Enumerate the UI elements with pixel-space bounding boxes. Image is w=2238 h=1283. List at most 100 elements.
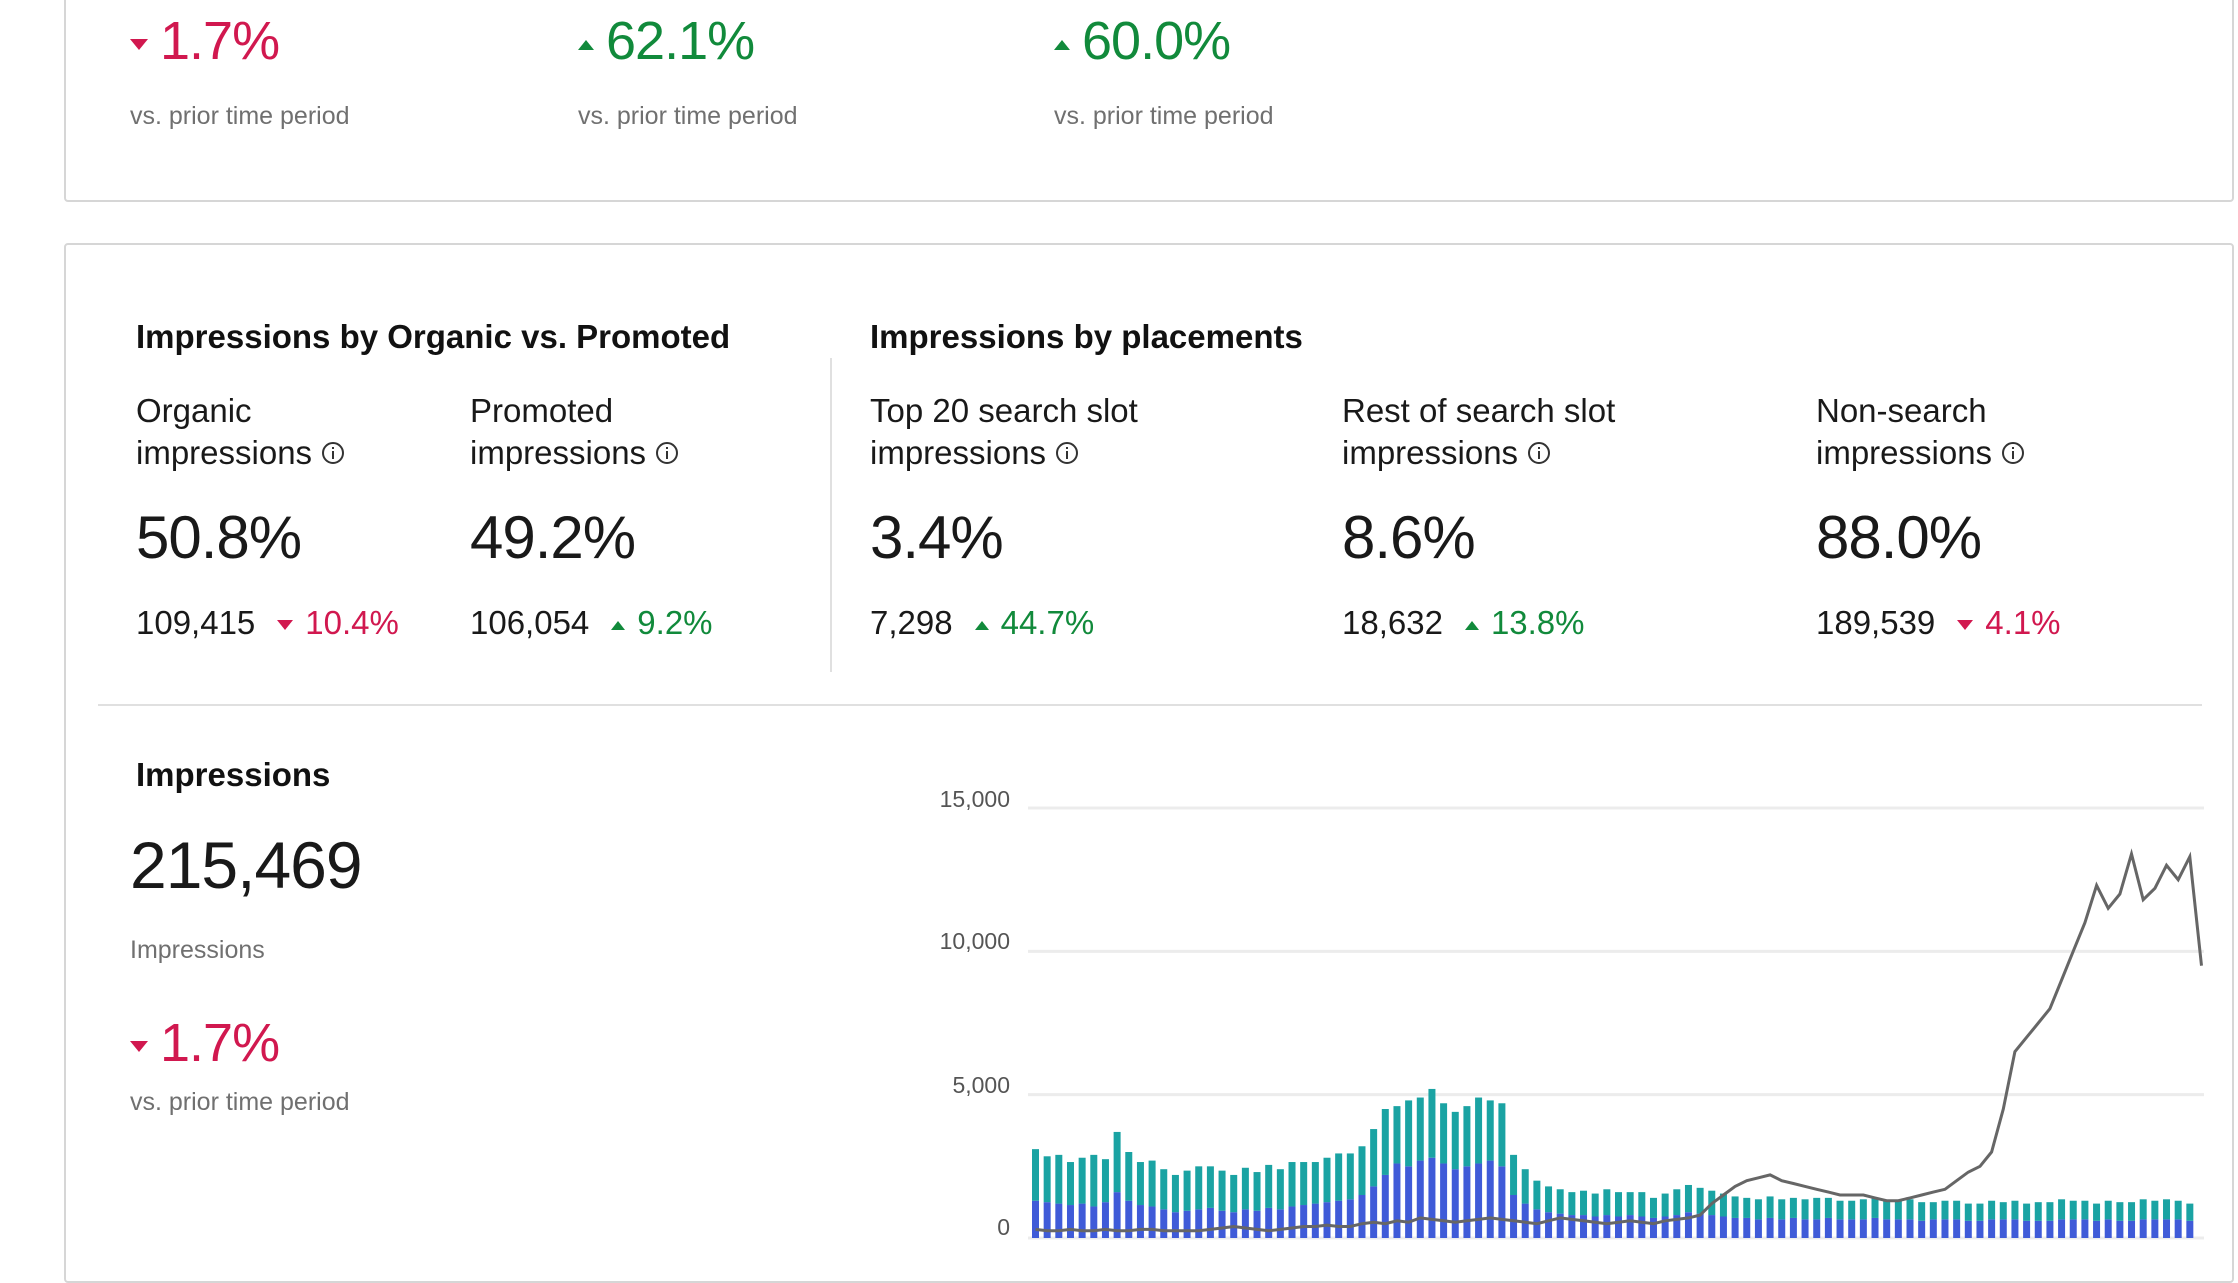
bar-organic bbox=[1801, 1219, 1809, 1238]
bar-organic bbox=[1754, 1219, 1762, 1238]
bar-promoted bbox=[2139, 1199, 2147, 1220]
impressions-caption: Impressions bbox=[130, 936, 265, 964]
bar-promoted bbox=[1976, 1203, 1984, 1221]
bar-organic bbox=[1568, 1215, 1576, 1238]
bar-promoted bbox=[1789, 1197, 1797, 1218]
bar-organic bbox=[2163, 1219, 2171, 1238]
bar-promoted bbox=[1405, 1100, 1413, 1167]
metric-label: Rest of search slot impressions bbox=[1342, 392, 1616, 471]
bar-promoted bbox=[1066, 1162, 1074, 1206]
bar-promoted bbox=[1813, 1197, 1821, 1220]
bar-promoted bbox=[1673, 1189, 1681, 1216]
bar-organic bbox=[1649, 1217, 1657, 1238]
bar-organic bbox=[1393, 1163, 1401, 1238]
bar-promoted bbox=[1195, 1166, 1203, 1210]
bar-organic bbox=[1475, 1163, 1483, 1238]
trend-up-icon bbox=[1054, 39, 1070, 50]
chart-grid bbox=[1028, 806, 2204, 1240]
bar-organic bbox=[1813, 1219, 1821, 1238]
bar-promoted bbox=[1276, 1169, 1284, 1210]
metric-count: 7,298 bbox=[870, 604, 953, 641]
info-icon[interactable] bbox=[1056, 442, 1079, 465]
bar-promoted bbox=[1568, 1192, 1576, 1216]
bar-promoted bbox=[1055, 1154, 1063, 1204]
info-icon[interactable] bbox=[2002, 442, 2025, 465]
bar-promoted bbox=[1871, 1197, 1879, 1218]
trend-down-icon bbox=[277, 620, 294, 631]
bar-organic bbox=[1160, 1209, 1168, 1238]
bar-promoted bbox=[1393, 1106, 1401, 1164]
bar-promoted bbox=[1416, 1097, 1424, 1161]
bar-organic bbox=[1440, 1163, 1448, 1238]
metric-promoted-impressions: Promoted impressions 49.2% 106,054 9.2% bbox=[470, 390, 713, 639]
bar-organic bbox=[1871, 1217, 1879, 1238]
bar-promoted bbox=[1894, 1200, 1902, 1220]
metric-share: 8.6% bbox=[1342, 504, 1476, 571]
bar-organic bbox=[1335, 1200, 1343, 1238]
impressions-chart bbox=[1028, 806, 2204, 1240]
metric-share: 49.2% bbox=[470, 504, 636, 571]
bar-organic bbox=[1603, 1215, 1611, 1238]
bar-organic bbox=[2186, 1220, 2194, 1238]
bar-organic bbox=[1988, 1219, 1996, 1238]
bar-promoted bbox=[1183, 1170, 1191, 1211]
bar-promoted bbox=[1335, 1153, 1343, 1201]
bar-organic bbox=[1206, 1207, 1214, 1238]
bar-organic bbox=[1241, 1209, 1249, 1238]
bar-promoted bbox=[1125, 1152, 1133, 1201]
info-icon[interactable] bbox=[656, 442, 679, 465]
bar-organic bbox=[2093, 1220, 2101, 1238]
bar-promoted bbox=[1988, 1200, 1996, 1220]
bar-promoted bbox=[2093, 1203, 2101, 1221]
bar-organic bbox=[2116, 1220, 2124, 1238]
bar-promoted bbox=[1591, 1193, 1599, 1217]
bar-promoted bbox=[1964, 1203, 1972, 1221]
bar-promoted bbox=[1475, 1097, 1483, 1164]
bar-promoted bbox=[2058, 1199, 2066, 1220]
bar-promoted bbox=[1160, 1169, 1168, 1210]
info-icon[interactable] bbox=[1528, 442, 1551, 465]
bar-organic bbox=[1405, 1166, 1413, 1238]
top-metric-2-change: 62.1% bbox=[606, 11, 755, 71]
bar-organic bbox=[1276, 1209, 1284, 1238]
bar-organic bbox=[1486, 1160, 1494, 1238]
bar-promoted bbox=[1311, 1162, 1319, 1204]
top-metric-2-caption: vs. prior time period bbox=[578, 102, 798, 130]
impressions-title: Impressions bbox=[136, 756, 331, 793]
top-metric-3: 60.0% vs. prior time period bbox=[1054, 14, 1274, 131]
bar-organic bbox=[1859, 1219, 1867, 1238]
bar-promoted bbox=[1451, 1111, 1459, 1170]
bar-organic bbox=[1673, 1215, 1681, 1238]
bar-organic bbox=[1696, 1213, 1704, 1238]
section-divider-vertical bbox=[830, 358, 832, 672]
bar-promoted bbox=[1510, 1154, 1518, 1195]
bar-organic bbox=[1346, 1199, 1354, 1238]
bar-promoted bbox=[1113, 1131, 1121, 1193]
top-metric-1-change: 1.7% bbox=[160, 11, 280, 71]
bar-promoted bbox=[1078, 1157, 1086, 1204]
bar-promoted bbox=[1090, 1154, 1098, 1207]
metric-label: Promoted impressions bbox=[470, 390, 713, 474]
metric-count: 106,054 bbox=[470, 604, 590, 641]
bar-organic bbox=[1953, 1219, 1961, 1238]
bar-organic bbox=[1556, 1213, 1564, 1238]
bar-organic bbox=[1708, 1215, 1716, 1238]
bar-organic bbox=[1183, 1210, 1191, 1238]
metric-organic-impressions: Organic impressions 50.8% 109,415 10.4% bbox=[136, 390, 399, 639]
bar-promoted bbox=[1615, 1192, 1622, 1217]
bar-promoted bbox=[1486, 1100, 1494, 1161]
bar-organic bbox=[1148, 1206, 1156, 1238]
bar-organic bbox=[1743, 1217, 1751, 1238]
bar-organic bbox=[2139, 1219, 2147, 1238]
bar-promoted bbox=[1148, 1160, 1156, 1207]
y-tick-label: 0 bbox=[997, 1214, 1010, 1240]
metric-top20-search-impressions: Top 20 search slot impressions 3.4% 7,298… bbox=[870, 390, 1138, 639]
bar-organic bbox=[1253, 1210, 1261, 1238]
bar-promoted bbox=[1346, 1153, 1354, 1200]
bar-promoted bbox=[1533, 1180, 1541, 1210]
bar-promoted bbox=[1731, 1196, 1739, 1218]
info-icon[interactable] bbox=[322, 442, 345, 465]
bar-organic bbox=[1428, 1157, 1436, 1238]
bar-organic bbox=[2151, 1219, 2159, 1238]
bar-promoted bbox=[1626, 1192, 1634, 1216]
